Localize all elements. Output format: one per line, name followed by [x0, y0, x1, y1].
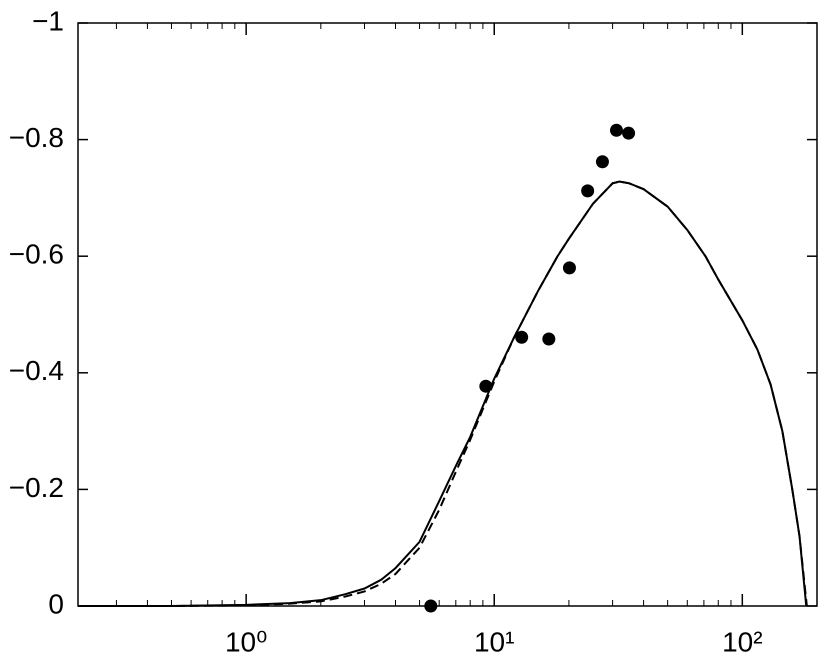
data-point [479, 379, 493, 393]
data-point [622, 126, 636, 140]
y-tick-label: 0 [48, 588, 64, 619]
data-point [515, 330, 529, 344]
x-tick-label: 10⁰ [225, 626, 267, 657]
data-point [581, 184, 595, 198]
data-point [595, 155, 609, 169]
data-point [562, 261, 576, 275]
y-tick-label: −0.2 [9, 472, 64, 503]
x-tick-label: 10² [722, 626, 762, 657]
data-point [609, 123, 623, 137]
x-tick-label: 10¹ [474, 626, 514, 657]
dashed-line [78, 180, 808, 607]
y-tick-label: −1 [32, 5, 64, 36]
y-tick-label: −0.4 [9, 355, 64, 386]
y-tick-label: −0.6 [9, 239, 64, 270]
y-tick-label: −0.8 [9, 122, 64, 153]
data-point [542, 332, 556, 346]
data-point [424, 599, 438, 613]
plot-frame [77, 22, 818, 607]
